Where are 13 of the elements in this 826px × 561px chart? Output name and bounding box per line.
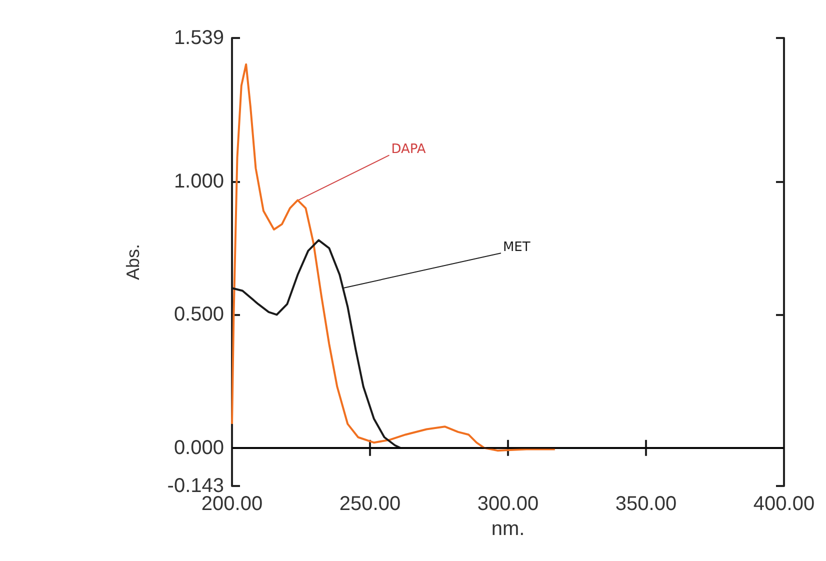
x-axis-title: nm.	[491, 518, 525, 540]
y-tick-label: 1.539	[174, 27, 224, 49]
y-tick-label: 1.000	[174, 170, 224, 193]
annotation: DAPA	[391, 142, 426, 158]
y-tick-label: 0.500	[174, 304, 224, 326]
annotation: MET	[502, 240, 530, 256]
x-tick-label: 350.00	[615, 493, 677, 515]
y-tick-label: 0.000	[174, 436, 224, 459]
x-tick-label: 250.00	[339, 493, 401, 515]
line-series	[231, 63, 556, 452]
x-tick-label: 400.00	[753, 493, 815, 515]
y-axis-title: Abs.	[123, 244, 143, 280]
x-tick-label: 300.00	[477, 493, 539, 515]
